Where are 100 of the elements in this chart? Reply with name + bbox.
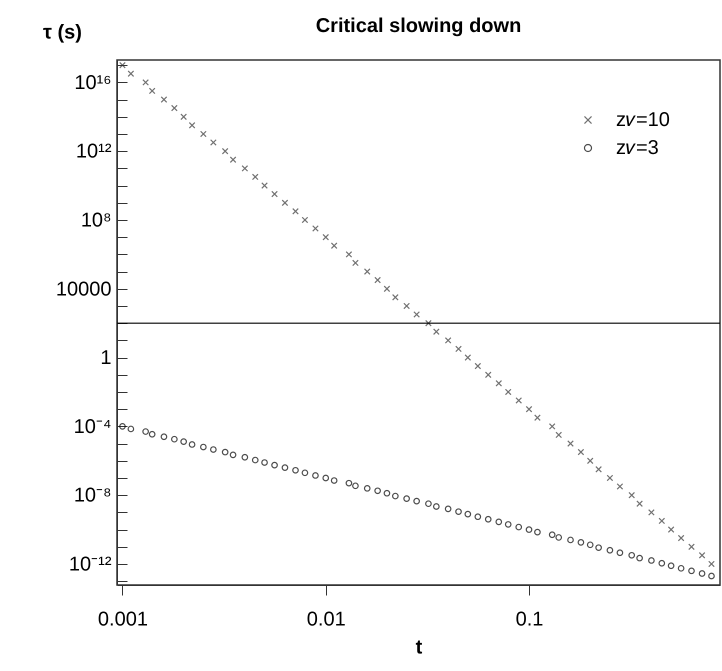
- point: [678, 534, 684, 542]
- point: [210, 139, 217, 146]
- point: [688, 543, 695, 550]
- x-tick-label: 0.1: [516, 608, 544, 630]
- point: [242, 165, 248, 172]
- point: [230, 156, 236, 164]
- point: [322, 474, 330, 482]
- point: [455, 508, 462, 516]
- point: [464, 510, 472, 518]
- point: [648, 557, 655, 564]
- point: [171, 436, 178, 443]
- point: [312, 472, 319, 479]
- point: [160, 96, 168, 103]
- point: [504, 388, 512, 396]
- point: [668, 562, 674, 570]
- point: [606, 546, 614, 554]
- point: [578, 539, 584, 546]
- point: [180, 438, 187, 445]
- point: [261, 459, 268, 466]
- point: [515, 397, 522, 404]
- point: [688, 567, 695, 574]
- point: [658, 518, 666, 524]
- point: [261, 182, 268, 189]
- point: [474, 513, 482, 520]
- point: [708, 572, 715, 580]
- point: [586, 541, 594, 548]
- point: [495, 518, 502, 526]
- legend-label: z𝜈=3: [616, 137, 659, 159]
- point: [119, 423, 126, 430]
- point: [668, 526, 674, 533]
- point: [171, 104, 178, 112]
- y-tick-label: 10⁻¹²: [68, 553, 112, 576]
- point: [180, 113, 187, 120]
- point: [322, 234, 330, 241]
- point: [526, 406, 532, 413]
- y-tick-label: 10⁻⁸: [74, 484, 112, 507]
- x-tick-label: 0.001: [98, 608, 148, 630]
- point: [484, 516, 492, 523]
- point: [252, 456, 259, 464]
- point: [374, 276, 381, 284]
- point: [484, 371, 492, 378]
- point: [555, 432, 562, 438]
- y-tick-label: 10000: [56, 278, 112, 300]
- point: [567, 440, 574, 447]
- point: [425, 500, 432, 508]
- point: [364, 268, 371, 275]
- y-tick-label: 10⁻⁴: [74, 416, 112, 438]
- point: [464, 354, 472, 361]
- point: [413, 311, 420, 318]
- point: [222, 448, 228, 456]
- point: [200, 130, 207, 138]
- chart-title: Critical slowing down: [316, 15, 522, 37]
- point: [392, 294, 399, 301]
- point: [271, 190, 278, 198]
- point: [352, 482, 359, 490]
- point: [292, 466, 299, 474]
- y-tick-label: 1: [100, 347, 112, 370]
- point: [403, 495, 410, 502]
- point: [555, 534, 562, 541]
- point: [495, 380, 502, 387]
- point: [698, 570, 706, 577]
- point: [302, 469, 308, 476]
- y-tick-label: 10⁸: [80, 209, 112, 232]
- point: [222, 148, 228, 155]
- point: [374, 487, 381, 494]
- point: [678, 564, 684, 572]
- point: [230, 452, 236, 458]
- point: [636, 500, 643, 508]
- point: [515, 524, 522, 530]
- point: [698, 552, 706, 559]
- point: [302, 216, 308, 224]
- point: [148, 88, 156, 94]
- point: [282, 199, 288, 206]
- point: [578, 448, 584, 456]
- point: [708, 560, 715, 568]
- point: [455, 346, 462, 352]
- point: [252, 174, 259, 180]
- y-axis-title: τ (s): [43, 22, 82, 44]
- point: [292, 208, 299, 215]
- point: [658, 560, 666, 567]
- point: [210, 446, 217, 453]
- y-tick-label: 10¹²: [76, 140, 112, 163]
- point: [148, 430, 156, 438]
- point: [282, 464, 288, 471]
- point: [526, 526, 532, 533]
- point: [648, 509, 655, 516]
- point: [504, 521, 512, 528]
- point: [200, 444, 207, 450]
- x-tick-label: 0.01: [306, 608, 346, 630]
- point: [160, 433, 168, 440]
- point: [586, 457, 594, 464]
- point: [403, 302, 410, 310]
- point: [425, 320, 432, 327]
- point: [312, 225, 319, 232]
- point: [444, 506, 452, 512]
- point: [616, 483, 624, 490]
- point: [271, 462, 278, 468]
- x-axis-title: t: [416, 636, 423, 658]
- point: [364, 485, 371, 492]
- point: [444, 337, 452, 344]
